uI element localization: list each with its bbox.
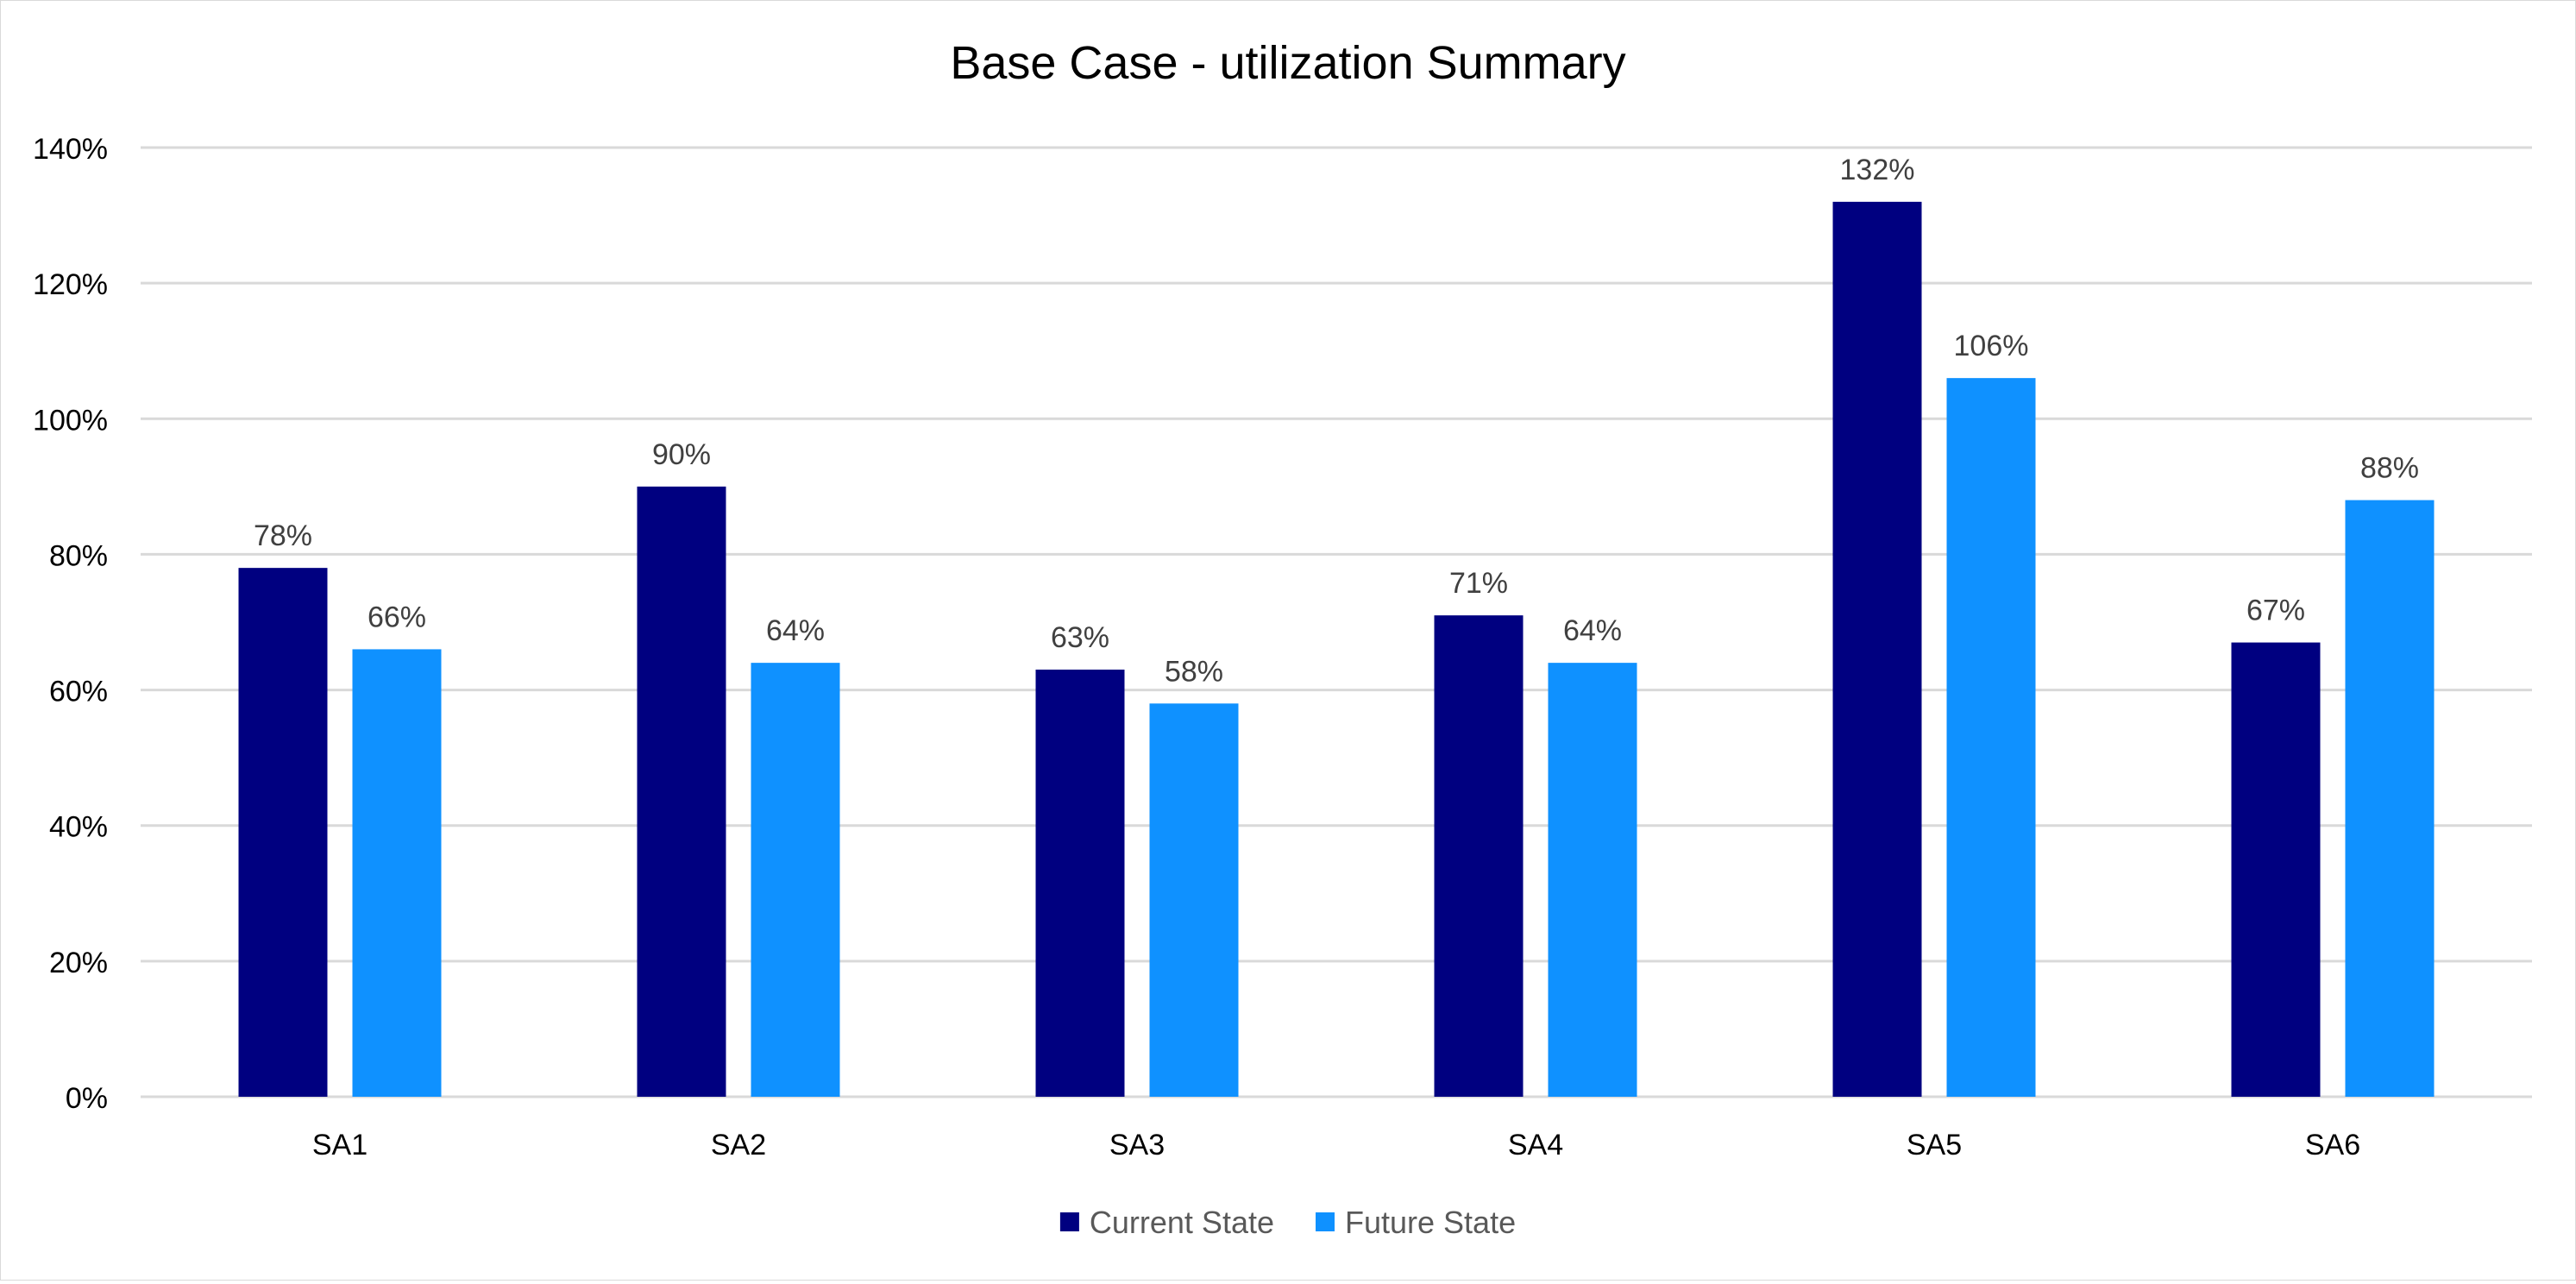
data-label: 67% xyxy=(2246,595,2305,627)
bar-future-state-sa1 xyxy=(352,649,442,1097)
data-label: 132% xyxy=(1840,154,1915,186)
x-tick-label: SA2 xyxy=(711,1129,766,1161)
y-tick-label: 80% xyxy=(49,539,108,572)
bars xyxy=(238,201,2435,1098)
data-label: 71% xyxy=(1449,567,1508,600)
bar-future-state-sa2 xyxy=(751,663,840,1097)
legend-item-current-state: Current State xyxy=(1059,1205,1274,1240)
x-tick-label: SA3 xyxy=(1109,1129,1165,1161)
data-label: 58% xyxy=(1165,655,1223,688)
y-tick-label: 120% xyxy=(33,268,108,301)
y-tick-label: 100% xyxy=(33,404,108,437)
data-label: 78% xyxy=(254,519,312,552)
data-labels: 78% 66% 90% 64% 63% 58% 71% 64% 132% 106% 67% 88% xyxy=(254,154,2419,688)
bar-current-state-sa2 xyxy=(637,486,726,1097)
x-tick-label: SA1 xyxy=(312,1129,368,1161)
bar-future-state-sa4 xyxy=(1548,663,1637,1097)
y-tick-label: 40% xyxy=(49,811,108,844)
bar-current-state-sa3 xyxy=(1035,670,1125,1097)
legend-label: Future State xyxy=(1345,1205,1516,1240)
data-label: 106% xyxy=(1954,330,2029,362)
legend-label: Current State xyxy=(1090,1205,1274,1240)
data-label: 64% xyxy=(1563,614,1622,647)
data-label: 88% xyxy=(2360,452,2419,485)
data-label: 63% xyxy=(1051,621,1109,654)
y-axis-tick-labels: 0% 20% 40% 60% 80% 100% 120% 140% xyxy=(33,133,108,1115)
bar-current-state-sa1 xyxy=(238,568,328,1097)
legend-swatch xyxy=(1059,1212,1079,1231)
x-tick-label: SA5 xyxy=(1907,1129,1962,1161)
bar-current-state-sa4 xyxy=(1434,615,1524,1097)
legend: Current State Future State xyxy=(1059,1205,1516,1240)
bar-current-state-sa6 xyxy=(2231,642,2321,1097)
data-label: 66% xyxy=(368,601,426,633)
y-tick-label: 20% xyxy=(49,947,108,979)
y-tick-label: 140% xyxy=(33,133,108,166)
bar-future-state-sa3 xyxy=(1149,703,1239,1097)
gridlines xyxy=(141,146,2532,1098)
bar-future-state-sa5 xyxy=(1946,378,2036,1098)
bar-current-state-sa5 xyxy=(1832,201,1922,1097)
legend-swatch xyxy=(1316,1212,1335,1231)
chart-title: Base Case - utilization Summary xyxy=(950,37,1625,89)
x-axis-tick-labels: SA1 SA2 SA3 SA4 SA5 SA6 xyxy=(312,1129,2360,1161)
x-tick-label: SA4 xyxy=(1508,1129,1563,1161)
bar-future-state-sa6 xyxy=(2345,500,2435,1097)
y-tick-label: 0% xyxy=(66,1082,108,1115)
y-tick-label: 60% xyxy=(49,676,108,708)
data-label: 90% xyxy=(652,438,711,471)
x-tick-label: SA6 xyxy=(2305,1129,2360,1161)
legend-item-future-state: Future State xyxy=(1316,1205,1516,1240)
data-label: 64% xyxy=(766,614,825,647)
